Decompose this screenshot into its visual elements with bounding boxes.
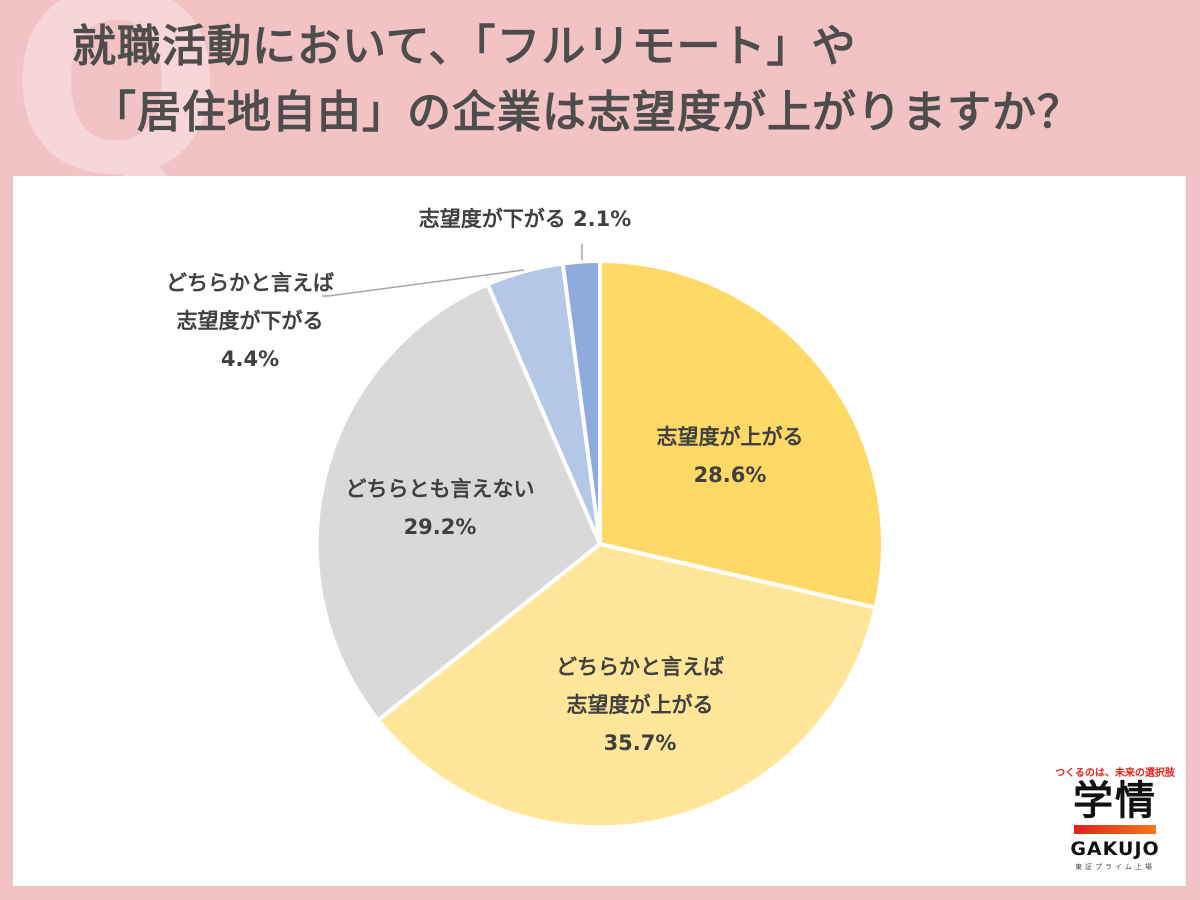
title-line-1: 就職活動において、「フルリモート」や [72,21,857,72]
slice-neutral [314,282,602,723]
label-neutral: どちらとも言えない 29.2% [345,477,535,539]
label-somewhat-down: どちらかと言えば 志望度が下がる 4.4% [166,271,334,371]
slice-somewhat-up [376,542,878,830]
logo-brand: GAKUJO [1070,838,1160,860]
logo-tagline: つくるのは、未来の選択肢 [1055,768,1175,779]
logo-gradient-bar [1074,825,1156,834]
slice-down [560,259,602,546]
label-up: 志望度が上がる 28.6% [656,425,804,487]
logo-sub: 東証プライム上場 [1075,863,1155,871]
title-line-2: 「居住地自由」の企業は志望度が上がりますか？ [92,87,1082,138]
q-mark-decoration: Q [10,0,223,230]
page-title: 就職活動において、「フルリモート」や 「居住地自由」の企業は志望度が上がりますか… [72,14,1082,146]
logo-kanji: 学情 [1073,778,1157,824]
label-down: 志望度が下がる 2.1% [418,207,632,231]
gakujo-logo: つくるのは、未来の選択肢 学情 GAKUJO 東証プライム上場 [1050,764,1180,872]
label-somewhat-up: どちらかと言えば 志望度が上がる 35.7% [556,655,724,755]
leader-line-somewhat-down [322,269,525,297]
slice-up [598,259,885,610]
